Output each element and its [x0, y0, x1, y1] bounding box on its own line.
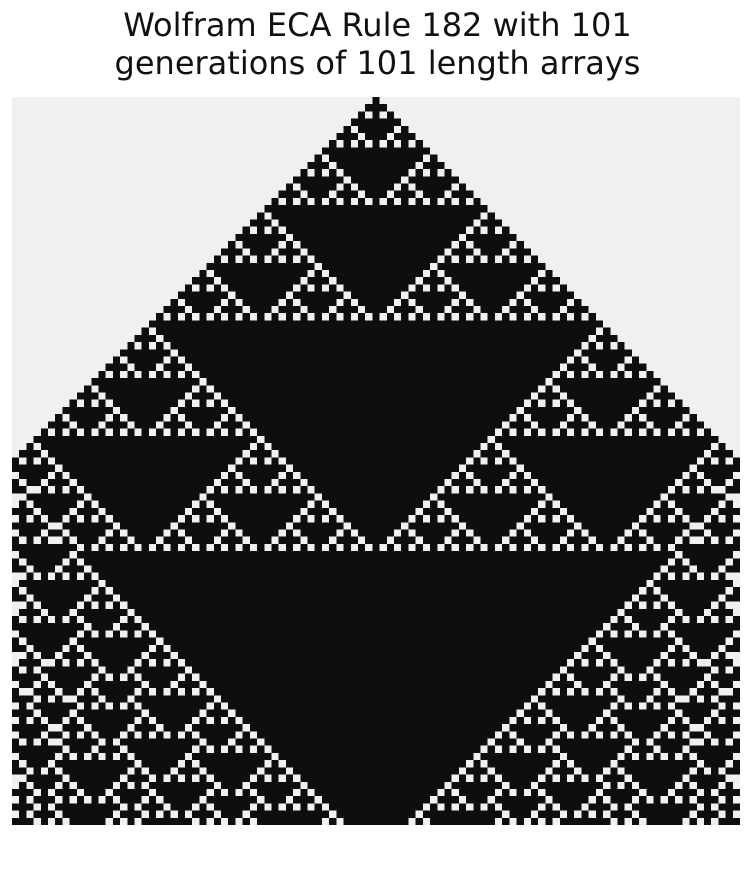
title-line-1: Wolfram ECA Rule 182 with 101 [123, 6, 632, 44]
automaton-grid [12, 97, 740, 825]
figure-title: Wolfram ECA Rule 182 with 101 generation… [0, 6, 755, 82]
title-line-2: generations of 101 length arrays [114, 44, 641, 82]
